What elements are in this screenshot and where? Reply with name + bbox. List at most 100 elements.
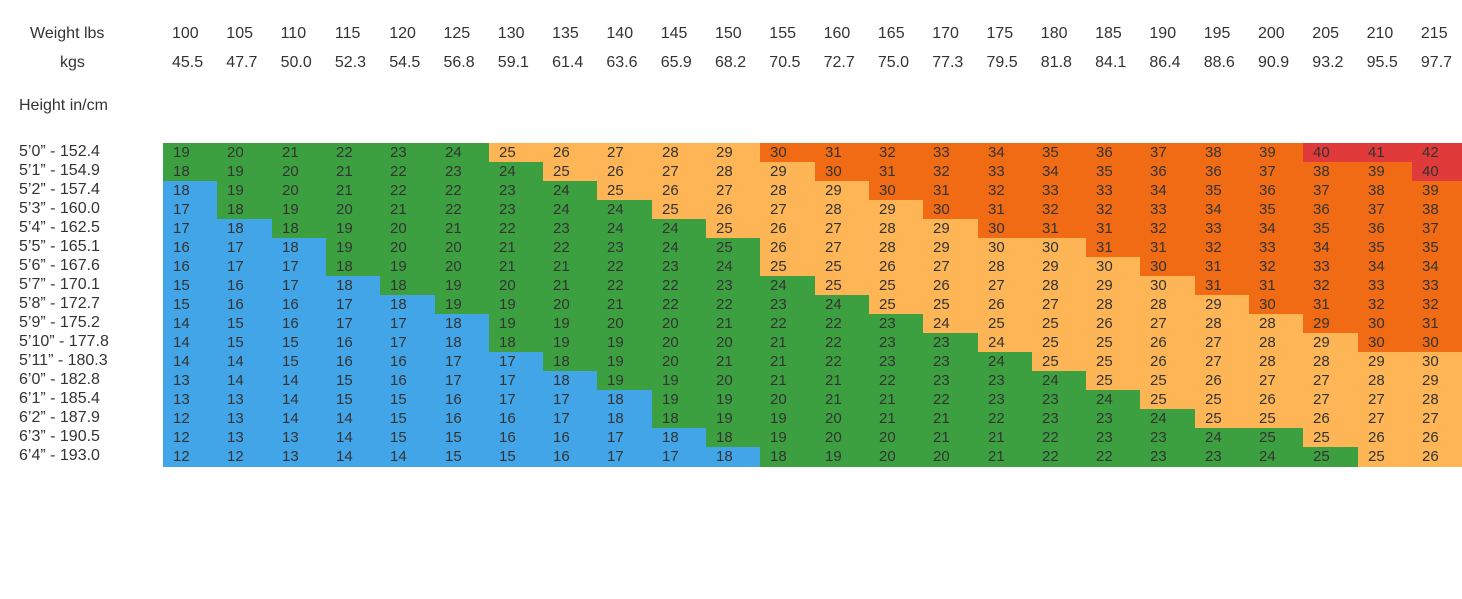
bmi-cell: 35 <box>1249 200 1304 220</box>
bmi-cell: 17 <box>272 276 327 296</box>
bmi-cell: 12 <box>163 428 218 448</box>
bmi-cell: 28 <box>978 257 1033 277</box>
bmi-cell: 13 <box>217 428 273 448</box>
bmi-cell: 27 <box>1303 371 1359 391</box>
bmi-cell: 23 <box>869 333 924 353</box>
bmi-cell: 12 <box>217 447 273 467</box>
bmi-cell: 26 <box>923 276 979 296</box>
bmi-cell: 42 <box>1412 143 1462 163</box>
bmi-cell: 30 <box>1032 238 1087 258</box>
bmi-cell: 32 <box>1086 200 1141 220</box>
bmi-cell: 24 <box>489 162 544 182</box>
height-row-label: 5’6” - 167.6 <box>19 257 100 274</box>
bmi-cell: 24 <box>1032 371 1087 391</box>
bmi-cell: 16 <box>326 333 381 353</box>
bmi-cell: 29 <box>1086 276 1141 296</box>
bmi-cell: 19 <box>760 409 816 429</box>
bmi-cell: 15 <box>163 276 218 296</box>
bmi-cell: 20 <box>706 333 761 353</box>
bmi-cell: 22 <box>489 219 544 239</box>
bmi-cell: 27 <box>1195 352 1250 372</box>
bmi-cell: 22 <box>597 276 653 296</box>
bmi-cell: 31 <box>1195 257 1250 277</box>
bmi-cell: 30 <box>1249 295 1304 315</box>
bmi-cell: 13 <box>217 409 273 429</box>
bmi-cell: 19 <box>597 352 653 372</box>
bmi-cell: 16 <box>435 390 490 410</box>
bmi-cell: 37 <box>1140 143 1196 163</box>
bmi-cell: 16 <box>163 238 218 258</box>
bmi-cell: 30 <box>1140 257 1196 277</box>
bmi-cell: 19 <box>706 390 761 410</box>
bmi-cell: 18 <box>217 219 273 239</box>
bmi-cell: 24 <box>435 143 490 163</box>
bmi-cell: 17 <box>652 447 707 467</box>
bmi-cell: 16 <box>272 314 327 334</box>
bmi-cell: 20 <box>543 295 598 315</box>
bmi-cell: 34 <box>1032 162 1087 182</box>
bmi-cell: 26 <box>1140 352 1196 372</box>
bmi-cell: 21 <box>869 409 924 429</box>
bmi-cell: 21 <box>923 428 979 448</box>
bmi-cell: 29 <box>1358 352 1413 372</box>
bmi-cell: 31 <box>978 200 1033 220</box>
bmi-cell: 24 <box>597 219 653 239</box>
bmi-cell: 34 <box>1303 238 1359 258</box>
bmi-cell: 23 <box>978 390 1033 410</box>
bmi-cell: 17 <box>163 200 218 220</box>
bmi-cell: 21 <box>543 276 598 296</box>
bmi-cell: 37 <box>1358 200 1413 220</box>
bmi-cell: 40 <box>1303 143 1359 163</box>
bmi-cell: 20 <box>435 257 490 277</box>
bmi-cell: 33 <box>1249 238 1304 258</box>
height-row-label: 6’4” - 193.0 <box>19 447 100 464</box>
bmi-cell: 17 <box>217 257 273 277</box>
bmi-cell: 20 <box>272 162 327 182</box>
bmi-cell: 18 <box>326 276 381 296</box>
weight-kgs-header: 77.3 <box>932 54 964 71</box>
bmi-cell: 15 <box>326 390 381 410</box>
bmi-cell: 23 <box>435 162 490 182</box>
bmi-cell: 30 <box>978 238 1033 258</box>
weight-lbs-header: 105 <box>226 25 253 42</box>
weight-lbs-header: 190 <box>1149 25 1177 42</box>
bmi-cell: 29 <box>923 219 979 239</box>
height-row-label: 5’10” - 177.8 <box>19 333 109 350</box>
bmi-cell: 18 <box>706 428 761 448</box>
bmi-cell: 27 <box>815 238 870 258</box>
bmi-cell: 30 <box>1412 352 1462 372</box>
bmi-cell: 16 <box>543 428 598 448</box>
weight-lbs-header: 140 <box>606 25 634 42</box>
bmi-cell: 18 <box>217 200 273 220</box>
bmi-cell: 28 <box>1140 295 1196 315</box>
bmi-cell: 26 <box>1195 371 1250 391</box>
bmi-cell: 26 <box>1358 428 1413 448</box>
bmi-cell: 30 <box>869 181 924 201</box>
bmi-cell: 19 <box>760 428 816 448</box>
weight-kgs-header: 81.8 <box>1040 54 1072 71</box>
weight-lbs-header: 120 <box>389 25 416 42</box>
bmi-cell: 23 <box>1032 390 1087 410</box>
height-row-label: 5’4” - 162.5 <box>19 219 100 236</box>
bmi-cell: 28 <box>1249 314 1304 334</box>
bmi-cell: 15 <box>435 428 490 448</box>
bmi-cell: 16 <box>326 352 381 372</box>
bmi-cell: 27 <box>1195 333 1250 353</box>
bmi-cell: 32 <box>869 143 924 163</box>
bmi-cell: 23 <box>869 314 924 334</box>
bmi-cell: 20 <box>380 238 436 258</box>
kgs-label: kgs <box>60 54 85 71</box>
bmi-cell: 15 <box>380 409 436 429</box>
bmi-cell: 22 <box>1032 428 1087 448</box>
bmi-cell: 20 <box>923 447 979 467</box>
bmi-cell: 18 <box>163 181 218 201</box>
bmi-cell: 33 <box>978 162 1033 182</box>
weight-kgs-header: 45.5 <box>172 54 204 71</box>
height-row-label: 5’11” - 180.3 <box>19 352 108 369</box>
bmi-cell: 15 <box>163 295 218 315</box>
bmi-cell: 18 <box>706 447 761 467</box>
bmi-cell: 15 <box>380 390 436 410</box>
height-row-label: 5’1” - 154.9 <box>19 162 100 179</box>
bmi-cell: 14 <box>326 447 381 467</box>
bmi-cell: 29 <box>815 181 870 201</box>
